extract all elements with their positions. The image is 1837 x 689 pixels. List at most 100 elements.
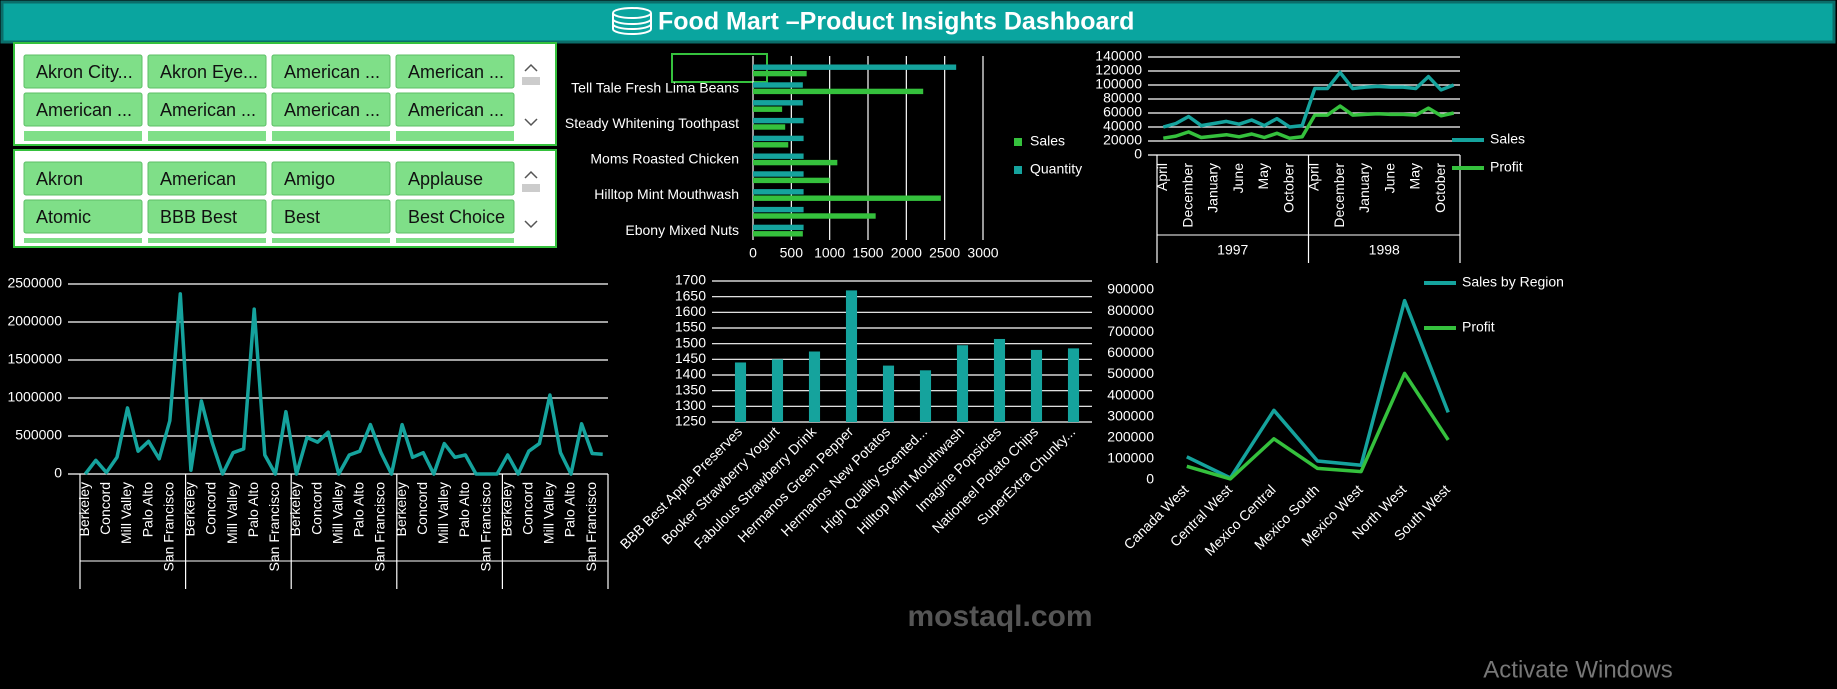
bar	[753, 231, 803, 237]
slicer-label[interactable]: American ...	[36, 100, 132, 120]
slicer-label[interactable]: Akron City...	[36, 62, 133, 82]
slicer-label[interactable]: American ...	[408, 62, 504, 82]
y-tick-label: 1700	[675, 272, 706, 288]
category-label: May	[1255, 163, 1271, 189]
slicer-label[interactable]: Best	[284, 207, 320, 227]
slicer-button[interactable]	[395, 161, 515, 196]
x-tick-label: 0	[749, 245, 757, 261]
bar	[753, 224, 804, 231]
scroll-down	[524, 220, 538, 229]
bar	[753, 195, 941, 201]
category-label: Mill Valley	[224, 482, 240, 544]
slicer-label[interactable]: Atomic	[36, 207, 91, 227]
x-tick-label: 1500	[852, 245, 883, 261]
slicer-button-partial	[148, 131, 266, 141]
y-tick-label: 60000	[1103, 104, 1142, 120]
slicer-button-partial	[396, 238, 514, 243]
group-label: 1998	[1369, 242, 1400, 258]
category-label: Mill Valley	[541, 482, 557, 544]
scroll-up	[524, 170, 538, 179]
bar	[753, 106, 783, 112]
y-tick-label: 0	[1134, 146, 1142, 162]
bar	[845, 290, 858, 422]
slicer-button[interactable]	[395, 92, 515, 127]
slicer-button-partial	[24, 238, 142, 243]
slicer-button[interactable]	[23, 199, 143, 234]
slicer-button[interactable]	[147, 199, 267, 234]
slicer-button[interactable]	[23, 92, 143, 127]
bar	[753, 135, 804, 142]
y-tick-label: 100000	[1095, 76, 1142, 92]
bar	[753, 100, 803, 106]
slicer-label[interactable]: Applause	[408, 169, 483, 189]
slicer-label[interactable]: Amigo	[284, 169, 335, 189]
category-label: Mill Valley	[435, 482, 451, 544]
slicer-button[interactable]	[271, 92, 391, 127]
x-tick-label: 2000	[891, 245, 922, 261]
category-label: San Francisco	[477, 482, 493, 572]
y-tick-label: 120000	[1095, 62, 1142, 78]
slicer-button-partial	[148, 238, 266, 243]
slicer-button[interactable]	[147, 54, 267, 89]
y-tick-label: 40000	[1103, 118, 1142, 134]
x-tick-label: 3000	[967, 245, 998, 261]
category-label: October	[1280, 163, 1296, 213]
watermark: mostaql.com	[907, 600, 1092, 633]
slicer-button[interactable]	[395, 199, 515, 234]
y-tick-label: 1500	[675, 334, 706, 350]
slicer-button-partial	[24, 131, 142, 141]
y-tick-label: 140000	[1095, 48, 1142, 64]
bar	[753, 159, 838, 166]
legend-label: Profit	[1490, 159, 1523, 175]
slicer-button[interactable]	[23, 54, 143, 89]
bar	[753, 206, 804, 213]
y-tick-label: 1500000	[7, 351, 62, 367]
slicer-label[interactable]: American ...	[284, 100, 380, 120]
y-tick-label: 700000	[1107, 323, 1154, 339]
slicer-label[interactable]: American	[160, 169, 236, 189]
line-series	[1163, 104, 1455, 140]
y-tick-label: 1000000	[7, 389, 62, 405]
slicer-label[interactable]: American ...	[408, 100, 504, 120]
y-tick-label: 0	[54, 465, 62, 481]
category-label: May	[1407, 163, 1423, 189]
slicer-button[interactable]	[147, 161, 267, 196]
slicer-label[interactable]: Akron Eye...	[160, 62, 258, 82]
slicer-button[interactable]	[271, 54, 391, 89]
slicer-button-partial	[272, 238, 390, 243]
line-series	[1186, 371, 1450, 481]
category-label: April	[1154, 163, 1170, 191]
dashboard-title: Food Mart –Product Insights Dashboard	[658, 8, 1134, 36]
category-label: Mill Valley	[329, 482, 345, 544]
y-tick-label: 800000	[1107, 302, 1154, 318]
y-tick-label: 80000	[1103, 90, 1142, 106]
y-tick-label: 100000	[1107, 450, 1154, 466]
category-label: Berkeley	[182, 482, 198, 536]
line-series	[1162, 70, 1455, 129]
bar	[753, 64, 957, 70]
slicer-label[interactable]: Best Choice	[408, 207, 505, 227]
slicer-label[interactable]: American ...	[160, 100, 256, 120]
slicer-label[interactable]: BBB Best	[160, 207, 237, 227]
category-label: Palo Alto	[562, 482, 578, 537]
slicer-button[interactable]	[147, 92, 267, 127]
y-tick-label: 2000000	[7, 313, 62, 329]
slicer-button[interactable]	[271, 199, 391, 234]
y-tick-label: 900000	[1107, 281, 1154, 297]
bar	[753, 88, 924, 95]
title-bar	[0, 0, 1836, 44]
bar	[753, 142, 789, 148]
slicer-button[interactable]	[395, 54, 515, 89]
slicer-label[interactable]: Akron	[36, 169, 83, 189]
category-label: San Francisco	[160, 482, 176, 572]
slicer-button[interactable]	[271, 161, 391, 196]
slicer-label[interactable]: American ...	[284, 62, 380, 82]
y-tick-label: 400000	[1107, 386, 1154, 402]
y-tick-label: 200000	[1107, 428, 1154, 444]
slicer-button[interactable]	[23, 161, 143, 196]
legend-swatch	[1014, 166, 1022, 174]
category-label: January	[1356, 163, 1372, 213]
bar	[1030, 349, 1043, 422]
category-label: October	[1432, 163, 1448, 213]
